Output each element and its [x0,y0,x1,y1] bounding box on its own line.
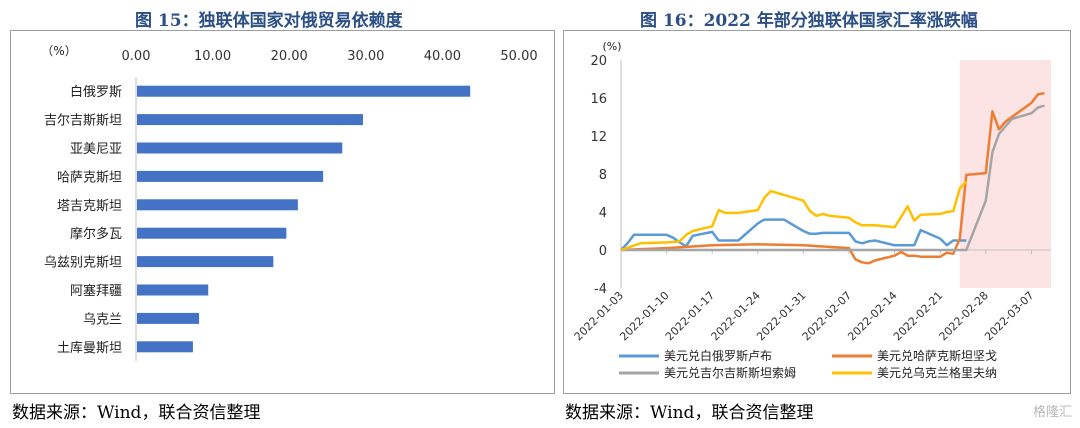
x-tick-label: 2022-03-07 [982,289,1036,343]
legend-label: 美元兑乌克兰格里夫纳 [877,365,997,380]
left-chart-title: 图 15：独联体国家对俄贸易依赖度 [135,11,403,31]
y-tick-label: 4 [599,206,607,221]
bar [137,341,193,353]
x-tick-label: 10.00 [194,49,231,64]
x-tick-label: 20.00 [271,49,308,64]
y-tick-label: 8 [599,168,607,183]
right-chart-panel: (%) 20 16 12 8 4 0 -4 2022-01-03 2022-01-10 2022-0… [563,30,1071,394]
y-tick-label: -4 [594,282,607,297]
legend-label: 美元兑哈萨克斯坦坚戈 [877,349,997,363]
bar [137,199,298,211]
x-tick-label: 0.00 [122,49,151,64]
category-label: 乌兹别克斯坦 [44,255,122,271]
category-label: 亚美尼亚 [70,142,122,157]
bar [137,284,209,296]
bar [137,312,200,324]
y-tick-label: 20 [590,54,607,69]
category-label: 哈萨克斯坦 [57,170,122,185]
bar [137,227,287,239]
right-unit-label: (%) [602,40,621,53]
right-source-note: 数据来源：Wind，联合资信整理 [565,403,814,423]
right-chart-title: 图 16：2022 年部分独联体国家汇率涨跌幅 [640,11,978,31]
bar [137,114,363,126]
left-chart-panel: （%） 0.00 10.00 20.00 30.00 40.00 50.00 白俄罗斯吉尔吉斯… [10,30,555,394]
bar [137,142,343,154]
category-label: 塔吉克斯坦 [57,199,122,214]
right-line-chart: (%)201612840-42022-01-032022-01-102022-0… [572,40,1051,380]
left-bar-chart: （%） 0.00 10.00 20.00 30.00 40.00 50.00 白俄罗斯吉尔吉斯… [41,44,538,361]
y-tick-label: 12 [590,130,607,145]
series-line [620,218,967,251]
watermark-logo: 格隆汇 [1032,405,1072,420]
series-line [620,92,1045,265]
category-label: 阿塞拜疆 [70,283,122,299]
category-label: 吉尔吉斯斯坦 [44,114,122,129]
series-line [620,180,968,252]
x-tick-label: 50.00 [500,49,537,64]
y-tick-label: 16 [590,92,607,107]
y-tick-label: 0 [599,244,607,259]
x-tick-label: 30.00 [347,49,384,64]
category-label: 白俄罗斯 [70,84,122,100]
left-unit-label: （%） [41,44,76,58]
category-label: 摩尔多瓦 [70,226,122,242]
bar [137,170,324,182]
left-source-note: 数据来源：Wind，联合资信整理 [12,403,261,423]
legend-label: 美元兑白俄罗斯卢布 [664,348,772,363]
legend-label: 美元兑吉尔吉斯斯坦索姆 [664,365,796,380]
series-line [621,104,1045,252]
category-label: 乌克兰 [83,311,122,327]
bar [137,85,471,97]
category-label: 土库曼斯坦 [57,340,122,356]
x-tick-label: 40.00 [424,49,461,64]
bar [137,256,274,268]
